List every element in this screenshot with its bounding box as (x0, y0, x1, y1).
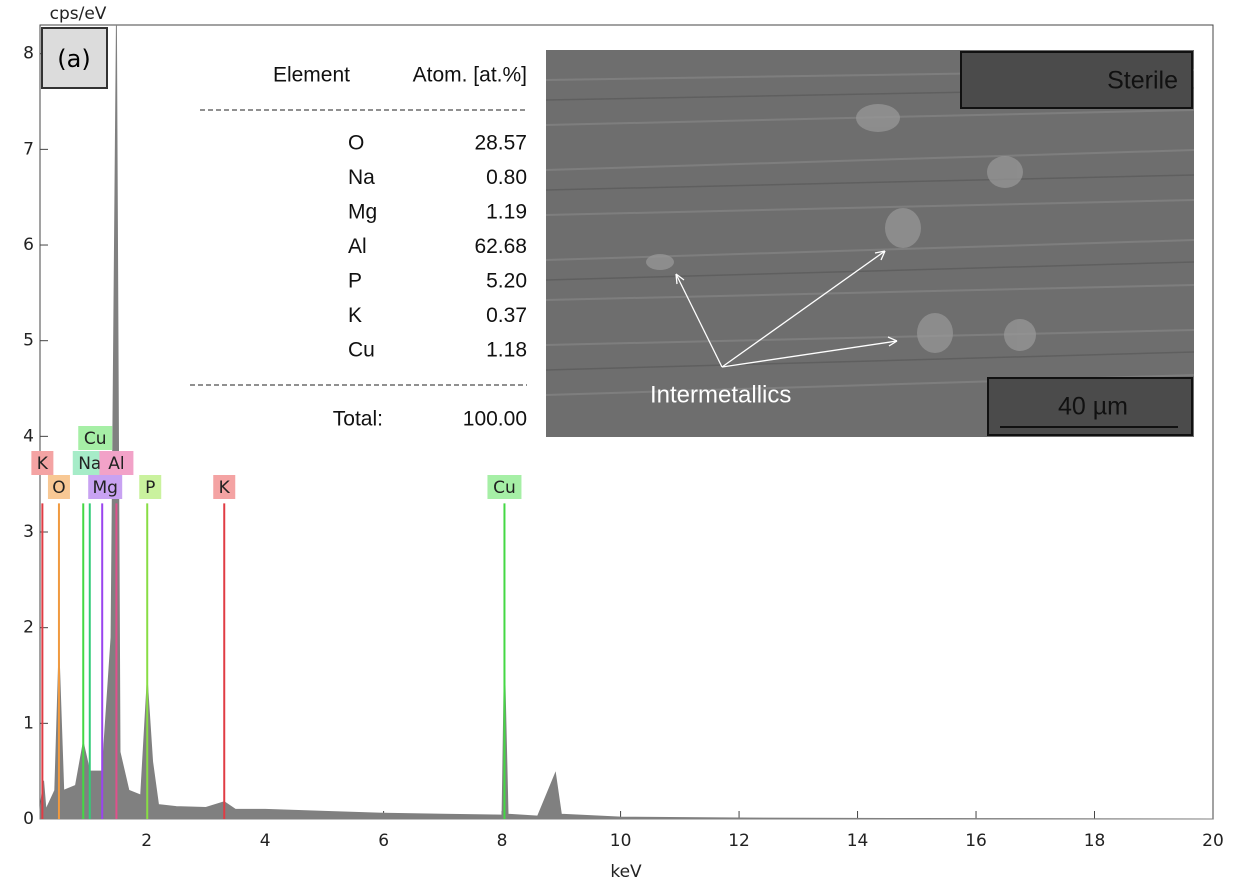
table-element: Mg (348, 201, 377, 224)
table-element: Al (348, 235, 367, 258)
label-box (960, 51, 1193, 109)
y-tick-label: 3 (23, 522, 34, 542)
element-label-box (78, 426, 113, 450)
x-tick-label: 18 (1084, 831, 1106, 851)
x-tick-label: 14 (847, 831, 869, 851)
table-total-label: Total: (333, 408, 383, 431)
scale-bar-label: 40 µm (1058, 393, 1128, 421)
y-tick-label: 2 (23, 618, 34, 638)
x-tick-label: 10 (610, 831, 632, 851)
table-value: 28.57 (474, 132, 527, 155)
y-tick-label: 1 (23, 713, 34, 733)
x-tick-label: 8 (497, 831, 508, 851)
x-tick-label: 2 (141, 831, 152, 851)
image-annotation: Intermetallics (650, 381, 791, 408)
x-axis-label: keV (610, 862, 642, 882)
element-label: Na (78, 454, 101, 474)
y-tick-label: 7 (23, 139, 34, 159)
y-tick-label: 5 (23, 331, 34, 351)
element-label-box (47, 475, 70, 499)
table-element: Na (348, 166, 375, 189)
table-value: 62.68 (474, 235, 527, 258)
element-label-box (31, 451, 54, 475)
element-label-box (487, 475, 522, 499)
y-tick-label: 8 (23, 44, 34, 64)
element-label: O (52, 478, 65, 498)
element-label: Cu (84, 429, 107, 449)
table-value: 1.18 (486, 339, 527, 362)
table-header: Atom. [at.%] (413, 64, 527, 87)
element-label: P (145, 478, 155, 498)
x-tick-label: 4 (260, 831, 271, 851)
table-value: 0.80 (486, 166, 527, 189)
element-label-box (99, 451, 134, 475)
panel-label: (a) (57, 45, 90, 73)
table-element: K (348, 304, 362, 327)
y-axis-label: cps/eV (50, 4, 107, 24)
x-tick-label: 12 (728, 831, 750, 851)
panel-box (41, 27, 108, 89)
y-tick-label: 4 (23, 426, 34, 446)
element-label: Mg (92, 478, 117, 498)
sem-image: Sterile 40 µm Intermetallics (545, 50, 1195, 437)
y-tick-label: 6 (23, 235, 34, 255)
element-label: K (37, 454, 49, 474)
table-value: 5.20 (486, 270, 527, 293)
table-value: 0.37 (486, 304, 527, 327)
element-label-box (88, 475, 123, 499)
table-total-value: 100.00 (463, 408, 527, 431)
x-tick-label: 20 (1202, 831, 1224, 851)
table-element: O (348, 132, 364, 155)
table-element: Cu (348, 339, 375, 362)
x-tick-label: 6 (378, 831, 389, 851)
element-label-box (213, 475, 236, 499)
y-tick-label: 0 (23, 809, 34, 829)
table-header: Element (273, 64, 350, 87)
x-tick-label: 16 (965, 831, 987, 851)
annotation-arrows (675, 250, 898, 368)
element-label-box (139, 475, 162, 499)
image-label: Sterile (1107, 67, 1178, 95)
scale-box (987, 377, 1193, 436)
table-element: P (348, 270, 362, 293)
element-label: K (219, 478, 231, 498)
element-label: Cu (493, 478, 516, 498)
spectrum (39, 24, 1214, 820)
element-label: Al (108, 454, 124, 474)
table-value: 1.19 (486, 201, 527, 224)
